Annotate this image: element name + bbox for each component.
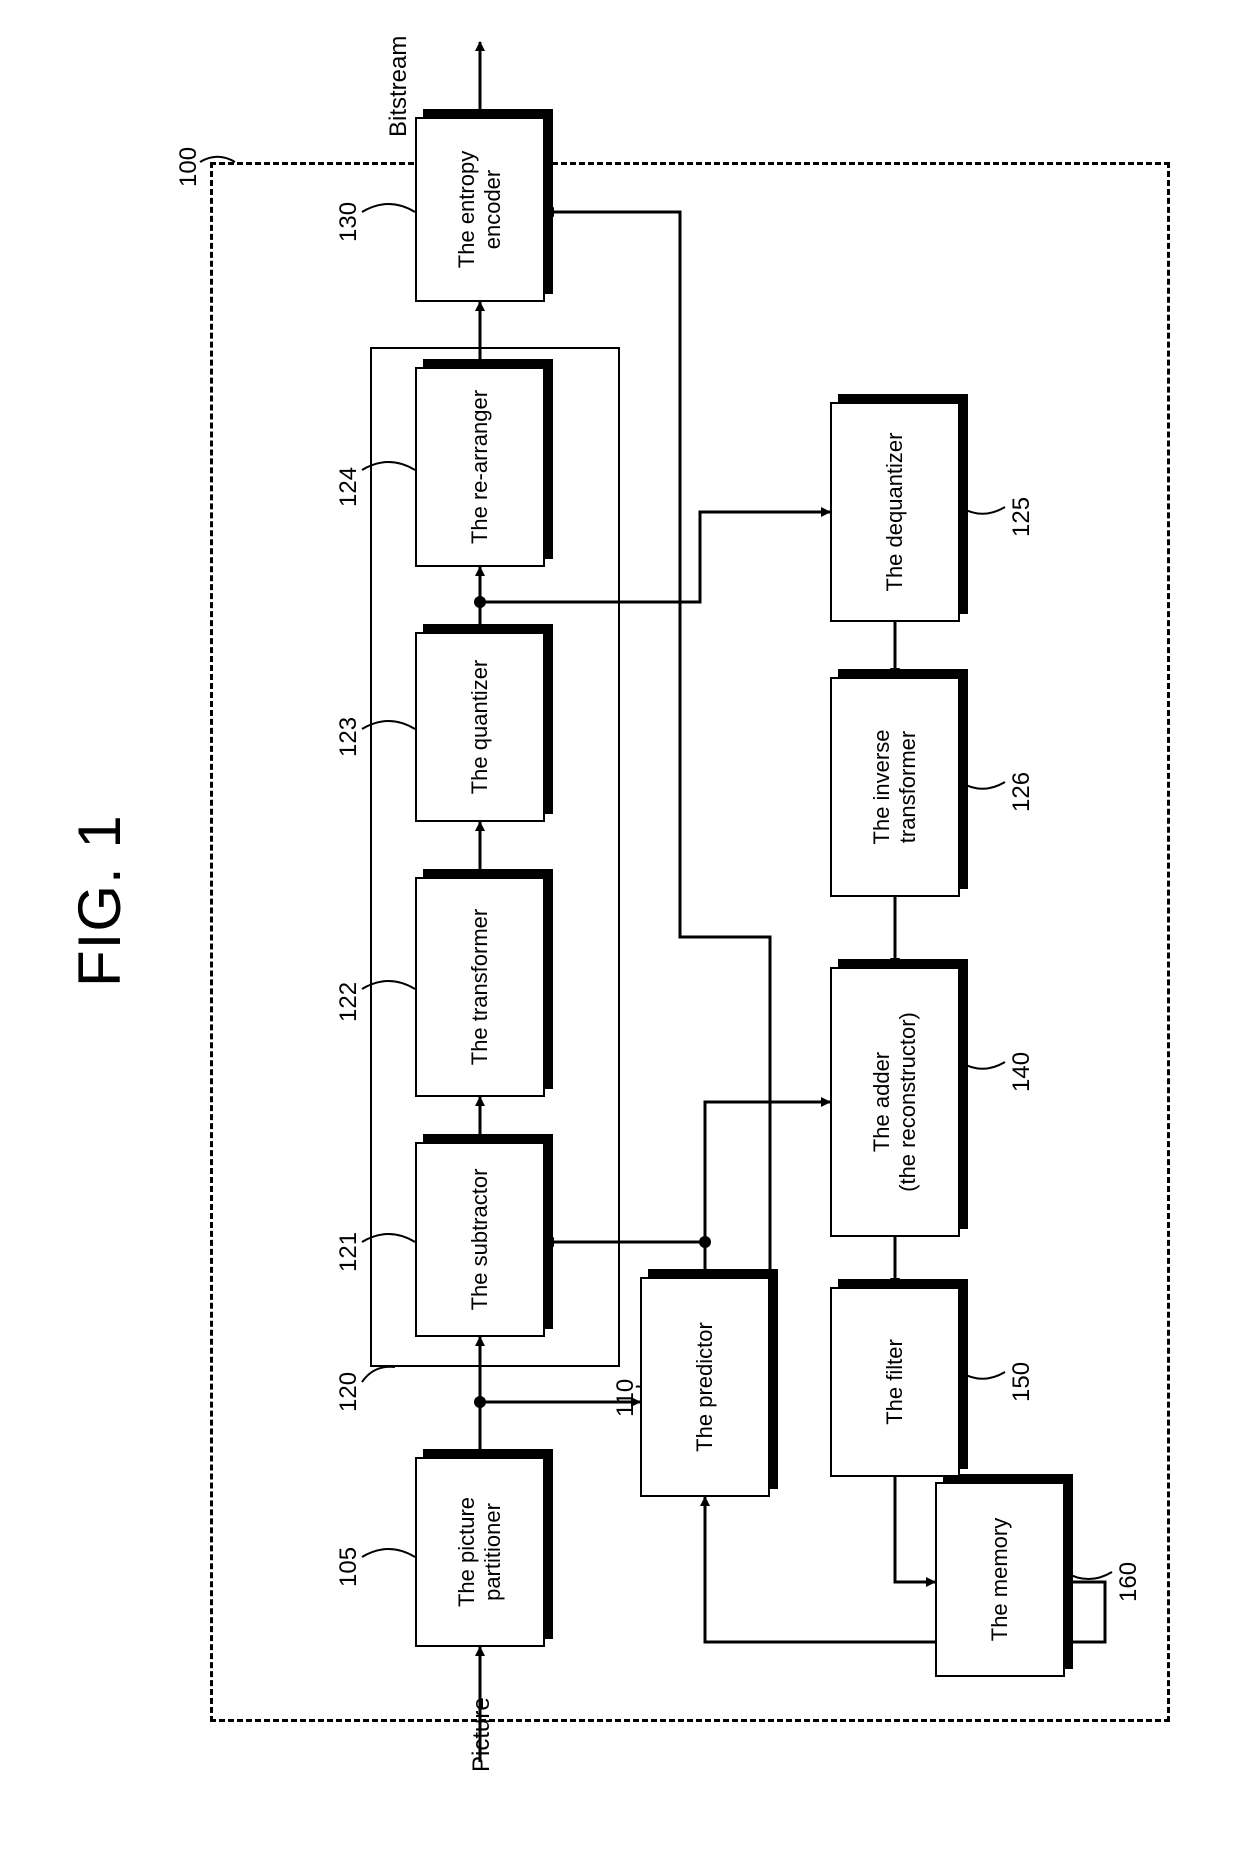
junction-dot [699,1236,711,1248]
block-subtractor: The subtractor [415,1142,545,1337]
block-dequantizer-label: The dequantizer [830,402,960,622]
block-quantizer-label: The quantizer [415,632,545,822]
junction-dot [474,596,486,608]
ref-120: 120 [335,1372,363,1412]
block-adder: The adder(the reconstructor) [830,967,960,1237]
ref-124: 124 [335,467,363,507]
ref-lead [362,204,415,212]
ref-100: 100 [175,147,203,187]
ref-122: 122 [335,982,363,1022]
ref-126: 126 [1008,772,1036,812]
block-rearranger-label: The re-arranger [415,367,545,567]
block-partitioner-label: The picturepartitioner [415,1457,545,1647]
input-label: Picture [468,1697,496,1772]
block-predictor: The predictor [640,1277,770,1497]
block-partitioner: The picturepartitioner [415,1457,545,1647]
block-filter: The filter [830,1287,960,1477]
ref-123: 123 [335,717,363,757]
block-filter-label: The filter [830,1287,960,1477]
edge-filter-memory [895,1477,935,1582]
edge-predictor-entropy [545,212,770,1387]
ref-lead [362,721,415,729]
block-transformer: The transformer [415,877,545,1097]
edge-predictor-adder [705,1102,830,1242]
ref-110: 110 [612,1379,640,1417]
block-adder-label: The adder(the reconstructor) [830,967,960,1237]
ref-130: 130 [335,202,363,242]
ref-lead [362,1234,415,1242]
block-subtractor-label: The subtractor [415,1142,545,1337]
ref-105: 105 [335,1547,363,1587]
block-rearranger: The re-arranger [415,367,545,567]
output-label: Bitstream [385,36,413,137]
ref-lead [362,981,415,989]
block-memory-label: The memory [935,1482,1065,1677]
ref-160: 160 [1115,1562,1143,1602]
block-dequantizer: The dequantizer [830,402,960,622]
block-inverse: The inversetransformer [830,677,960,897]
block-transformer-label: The transformer [415,877,545,1097]
ref-150: 150 [1008,1362,1036,1402]
block-inverse-label: The inversetransformer [830,677,960,897]
ref-lead [200,157,235,162]
ref-121: 121 [335,1232,363,1272]
ref-125: 125 [1008,497,1036,537]
ref-140: 140 [1008,1052,1036,1092]
ref-lead [362,1367,395,1382]
ref-lead [362,462,415,470]
block-predictor-label: The predictor [640,1277,770,1497]
block-entropy-label: The entropyencoder [415,117,545,302]
ref-lead [362,1549,415,1557]
block-quantizer: The quantizer [415,632,545,822]
block-memory: The memory [935,1482,1065,1677]
block-entropy: The entropyencoder [415,117,545,302]
junction-dot [474,1396,486,1408]
